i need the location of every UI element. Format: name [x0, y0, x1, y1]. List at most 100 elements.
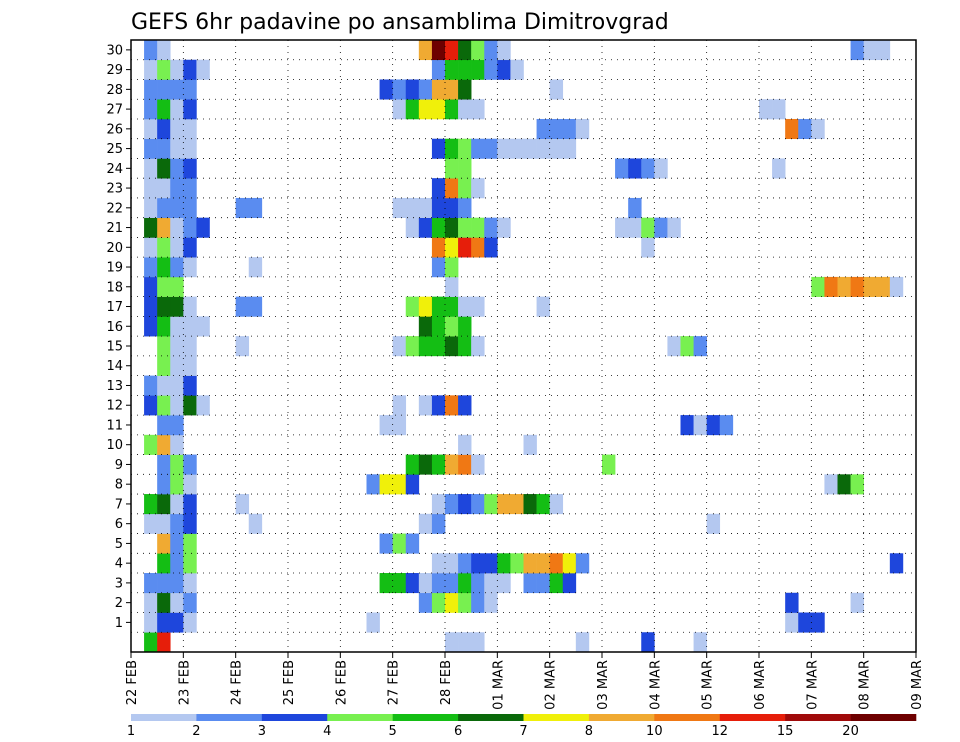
heatmap-cell	[144, 375, 158, 396]
heatmap-cell	[170, 553, 184, 574]
heatmap-cell	[811, 118, 825, 140]
heatmap-cell	[562, 573, 577, 594]
heatmap-cell	[497, 573, 511, 594]
heatmap-cell	[549, 573, 564, 594]
heatmap-cell	[889, 553, 904, 574]
colorbar-swatch	[261, 714, 328, 721]
x-tick-label: 05 MAR	[701, 660, 716, 710]
x-tick-label: 03 MAR	[596, 660, 611, 710]
heatmap-cell	[170, 355, 184, 376]
heatmap-cell	[680, 415, 694, 436]
heatmap-cell	[641, 632, 655, 653]
heatmap-cell	[837, 474, 851, 495]
heatmap-cell	[157, 474, 171, 495]
y-tick-label: 26	[106, 122, 123, 137]
heatmap-cell	[536, 296, 550, 317]
heatmap-cell	[183, 99, 197, 120]
heatmap-cell	[431, 59, 446, 80]
y-tick-label: 22	[106, 201, 123, 216]
heatmap-cell	[392, 533, 407, 554]
heatmap-cell	[602, 454, 616, 475]
heatmap-cell	[157, 494, 171, 515]
heatmap-cell	[759, 99, 773, 120]
heatmap-cell	[157, 217, 171, 238]
heatmap-cell	[471, 138, 485, 159]
chart-title: GEFS 6hr padavine po ansamblima Dimitrov…	[131, 10, 669, 35]
heatmap-cell	[157, 395, 171, 416]
heatmap-cell	[170, 178, 184, 199]
heatmap-cell	[248, 197, 263, 218]
heatmap-cell	[431, 494, 446, 515]
heatmap-cell	[170, 474, 184, 495]
heatmap-cell	[863, 276, 878, 297]
heatmap-cell	[706, 513, 721, 534]
heatmap-cell	[392, 99, 407, 120]
heatmap-cell	[510, 494, 524, 515]
heatmap-cell	[458, 40, 472, 61]
heatmap-cell	[562, 118, 577, 140]
heatmap-cell	[615, 158, 629, 179]
heatmap-cell	[235, 296, 250, 317]
heatmap-cell	[183, 573, 197, 594]
heatmap-cell	[144, 296, 158, 317]
heatmap-cell	[575, 118, 590, 140]
colorbar-label: 6	[454, 724, 462, 739]
y-tick-label: 1	[115, 616, 123, 631]
heatmap-cell	[157, 612, 171, 633]
heatmap-cell	[418, 197, 433, 218]
heatmap-cell	[549, 118, 564, 140]
heatmap-cell	[431, 178, 446, 199]
heatmap-cell	[379, 415, 393, 436]
heatmap-cell	[157, 553, 171, 574]
heatmap-cell	[445, 395, 459, 416]
heatmap-cell	[170, 375, 184, 396]
heatmap-cell	[798, 612, 812, 633]
heatmap-cell	[850, 592, 864, 613]
heatmap-cell	[471, 59, 485, 80]
y-tick-label: 13	[106, 379, 123, 394]
heatmap-cell	[248, 257, 263, 278]
x-tick-label: 22 FEB	[125, 660, 140, 705]
heatmap-cell	[458, 573, 472, 594]
heatmap-cell	[641, 237, 655, 258]
heatmap-cell	[144, 79, 158, 100]
heatmap-cell	[170, 434, 184, 455]
colorbar-label: 4	[323, 724, 331, 739]
heatmap-cell	[523, 573, 537, 594]
heatmap-cell	[824, 474, 838, 495]
heatmap-cell	[183, 592, 197, 613]
heatmap-cell	[811, 276, 825, 297]
heatmap-cell	[615, 217, 629, 238]
heatmap-cell	[170, 257, 184, 278]
heatmap-cell	[654, 217, 668, 238]
heatmap-cell	[418, 99, 433, 120]
heatmap-cell	[418, 395, 433, 416]
heatmap-cell	[471, 40, 485, 61]
colorbar-label: 20	[842, 724, 859, 739]
heatmap-cell	[850, 276, 864, 297]
heatmap-cell	[484, 40, 498, 61]
heatmap-cell	[235, 494, 250, 515]
heatmap-cell	[811, 612, 825, 633]
heatmap-cell	[785, 612, 799, 633]
heatmap-cell	[144, 612, 158, 633]
heatmap-cell	[484, 553, 498, 574]
y-tick-label: 12	[106, 399, 123, 414]
heatmap-cell	[680, 336, 694, 357]
heatmap-cell	[693, 415, 707, 436]
heatmap-cell	[196, 395, 210, 416]
heatmap-cell	[170, 573, 184, 594]
heatmap-cell	[575, 632, 590, 653]
heatmap-cell	[157, 573, 171, 594]
heatmap-cell	[157, 237, 171, 258]
heatmap-cell	[458, 79, 472, 100]
heatmap-cell	[445, 553, 459, 574]
heatmap-cell	[458, 296, 472, 317]
heatmap-cell	[157, 79, 171, 100]
heatmap-cell	[144, 59, 158, 80]
heatmap-cell	[445, 79, 459, 100]
heatmap-cell	[497, 59, 511, 80]
colorbar-label: 7	[519, 724, 527, 739]
heatmap-cell	[536, 138, 550, 159]
heatmap-cell	[144, 118, 158, 140]
